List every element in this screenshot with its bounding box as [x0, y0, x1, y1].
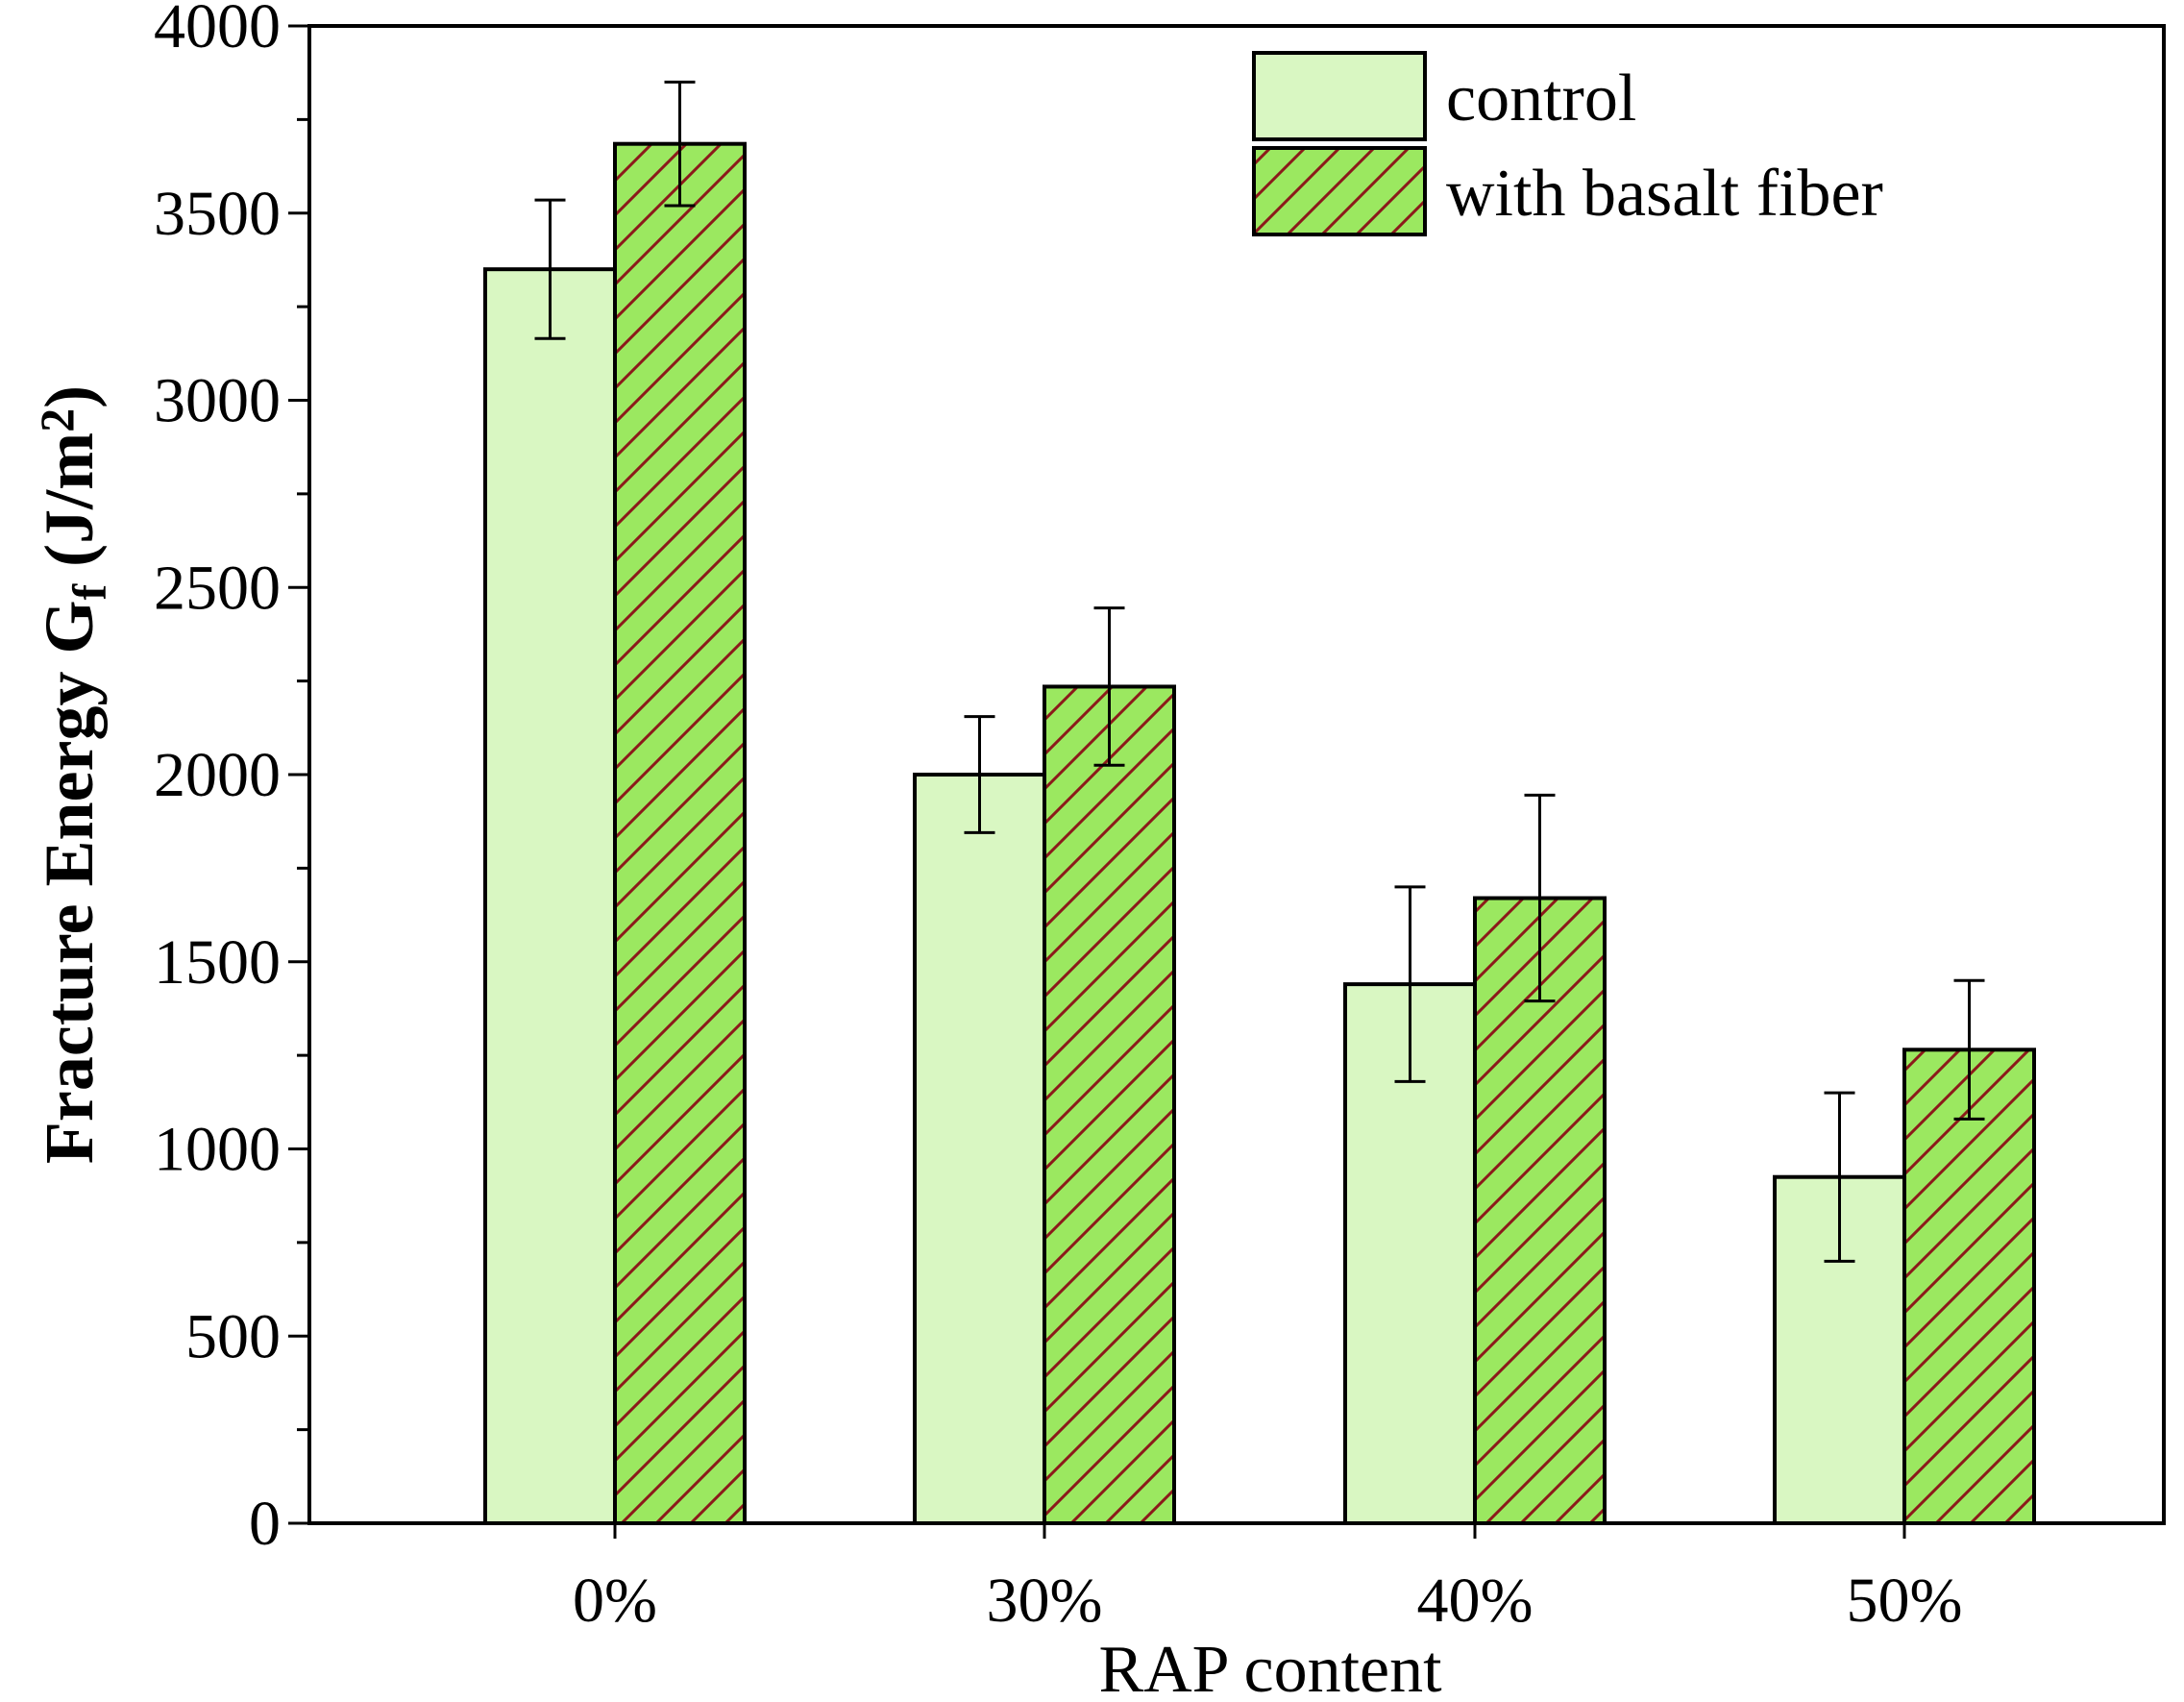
bar-with-basalt-fiber-0pct	[613, 141, 747, 1525]
x-axis-title: RAP content	[1098, 1633, 1442, 1702]
error-bar-control-50pct	[1824, 1091, 1855, 1263]
y-tick-label: 500	[185, 1301, 281, 1371]
y-tick-label: 3500	[154, 179, 281, 249]
error-bar-with-basalt-fiber-0pct	[664, 80, 696, 208]
y-tick-label: 2500	[154, 553, 281, 623]
y-tick-label: 4000	[154, 0, 281, 62]
error-bar-control-40pct	[1394, 885, 1426, 1083]
y-tick-label: 0	[249, 1489, 281, 1559]
x-tick-label: 50%	[1847, 1566, 1963, 1636]
y-tick-label: 1000	[154, 1115, 281, 1185]
y-tick-label: 1500	[154, 927, 281, 998]
y-tick-label: 2000	[154, 740, 281, 810]
x-tick-label: 40%	[1417, 1566, 1534, 1636]
error-bar-with-basalt-fiber-50pct	[1953, 978, 1985, 1121]
error-bar-control-30pct	[964, 715, 995, 834]
x-tick-label: 30%	[987, 1566, 1103, 1636]
y-tick-label: 3000	[154, 366, 281, 436]
bar-control-0pct	[483, 267, 617, 1525]
bar-with-basalt-fiber-30pct	[1043, 684, 1176, 1525]
error-bar-with-basalt-fiber-30pct	[1093, 606, 1125, 767]
error-bar-control-0pct	[534, 198, 566, 340]
y-axis-title: Fracture Energy Gf (J/m2)	[30, 385, 116, 1164]
legend-item-with-basalt-fiber: with basalt fiber	[1252, 146, 1883, 236]
legend-swatch	[1252, 51, 1427, 141]
legend-item-control: control	[1252, 51, 1636, 141]
bar-with-basalt-fiber-50pct	[1902, 1048, 2036, 1525]
legend-swatch	[1252, 146, 1427, 236]
error-bar-with-basalt-fiber-40pct	[1524, 793, 1556, 1003]
legend-label: control	[1446, 62, 1636, 136]
legend-label: with basalt fiber	[1446, 157, 1883, 231]
x-tick-label: 0%	[573, 1566, 657, 1636]
bar-control-30pct	[913, 773, 1046, 1525]
